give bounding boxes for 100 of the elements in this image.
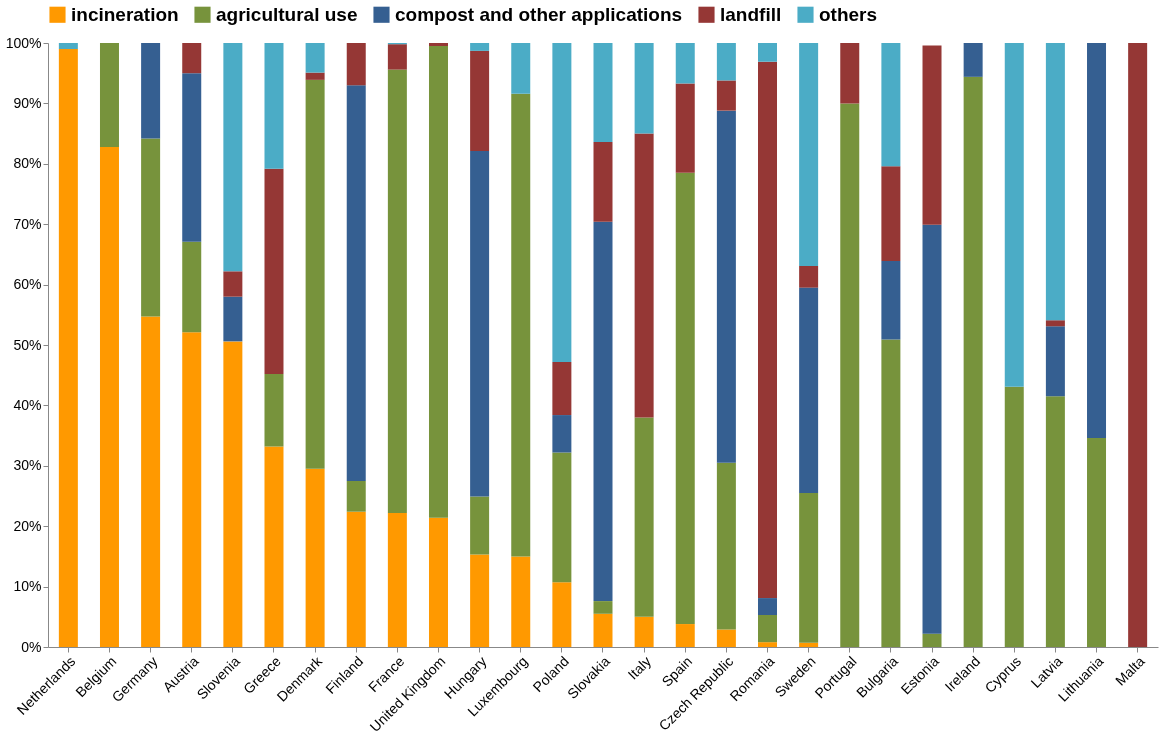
bar	[470, 554, 490, 647]
bar	[716, 110, 736, 463]
bar	[675, 172, 695, 625]
bar	[141, 316, 161, 647]
legend-label: others	[819, 3, 878, 25]
bar	[58, 49, 78, 647]
bar	[758, 61, 778, 599]
bar	[716, 43, 736, 81]
y-tick-label: 90%	[13, 94, 42, 111]
bar	[922, 45, 942, 225]
legend-label: landfill	[720, 3, 782, 25]
bar	[1045, 43, 1065, 321]
bar	[799, 642, 819, 647]
bar	[223, 341, 243, 647]
bar	[1004, 43, 1024, 387]
bar	[99, 146, 119, 647]
bar	[470, 43, 490, 51]
bar	[922, 224, 942, 634]
bar	[716, 80, 736, 111]
bar	[758, 43, 778, 62]
bar	[511, 556, 531, 647]
bar	[881, 339, 901, 647]
bar	[716, 462, 736, 630]
bar	[634, 417, 654, 617]
bar	[428, 46, 448, 518]
y-tick-label: 0%	[21, 638, 42, 655]
bar	[264, 373, 284, 447]
bar	[634, 43, 654, 134]
bar	[840, 103, 860, 647]
bar	[758, 598, 778, 615]
bar	[922, 633, 942, 647]
y-tick-label: 30%	[13, 457, 42, 474]
y-tick-label: 70%	[13, 215, 42, 232]
bar	[634, 133, 654, 418]
bar	[511, 43, 531, 94]
bar	[675, 624, 695, 647]
bar	[387, 512, 407, 647]
bar	[346, 43, 366, 86]
bar	[963, 43, 983, 77]
legend-label: incineration	[71, 3, 179, 25]
y-tick-label: 40%	[13, 396, 42, 413]
bar	[58, 43, 78, 50]
bar	[305, 79, 325, 469]
bar	[758, 614, 778, 643]
bar	[428, 517, 448, 647]
bar	[305, 468, 325, 647]
bar	[552, 452, 572, 583]
bar	[305, 43, 325, 73]
bar	[593, 613, 613, 647]
bar	[840, 43, 860, 104]
bar	[223, 43, 243, 272]
bar	[182, 43, 202, 74]
bar	[552, 582, 572, 647]
bar	[182, 332, 202, 647]
bar	[1087, 438, 1107, 647]
bar	[1128, 43, 1148, 647]
bar	[799, 492, 819, 643]
bar	[1087, 43, 1107, 439]
bar	[1045, 326, 1065, 397]
bar	[223, 271, 243, 297]
bar	[675, 83, 695, 173]
bar	[264, 168, 284, 374]
bar	[716, 629, 736, 647]
legend-label: compost and other applications	[395, 3, 683, 25]
bar	[758, 642, 778, 647]
x-tick-label: Italy	[624, 653, 655, 683]
bar	[141, 138, 161, 317]
bar	[470, 496, 490, 555]
bar	[223, 296, 243, 342]
bar	[182, 73, 202, 242]
bar	[428, 43, 448, 47]
bar	[1045, 396, 1065, 647]
y-tick-label: 100%	[5, 34, 42, 51]
bar	[511, 93, 531, 557]
bar	[552, 361, 572, 416]
bar	[264, 43, 284, 169]
bar	[346, 85, 366, 481]
y-tick-label: 10%	[13, 578, 42, 595]
bar	[346, 480, 366, 512]
bar	[881, 43, 901, 167]
y-tick-label: 60%	[13, 276, 42, 293]
bar	[799, 265, 819, 288]
bar	[1045, 320, 1065, 327]
bar	[799, 287, 819, 493]
bar	[593, 43, 613, 143]
bar	[305, 72, 325, 80]
bar	[470, 50, 490, 152]
bar	[182, 241, 202, 333]
bar	[552, 415, 572, 453]
bar	[593, 142, 613, 222]
y-tick-label: 20%	[13, 517, 42, 534]
bar	[799, 43, 819, 266]
bar	[387, 69, 407, 513]
bar	[593, 601, 613, 614]
bar	[387, 44, 407, 70]
y-tick-label: 50%	[13, 336, 42, 353]
bar	[881, 166, 901, 262]
y-tick-label: 80%	[13, 155, 42, 172]
bar	[1004, 386, 1024, 647]
bar	[634, 616, 654, 647]
